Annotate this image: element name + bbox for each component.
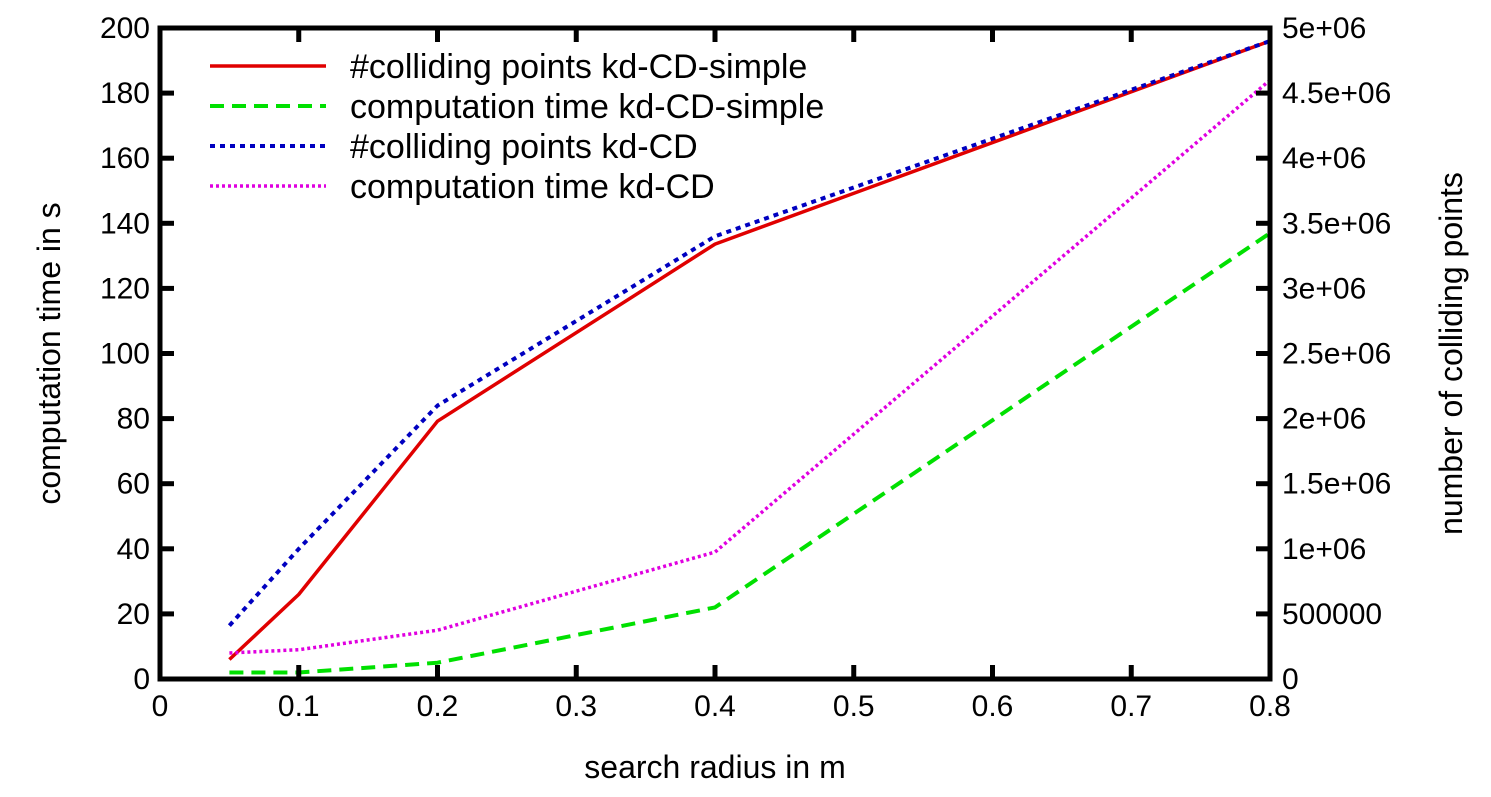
y-tick-label: 200 bbox=[100, 12, 150, 45]
x-tick-label: 0.3 bbox=[555, 690, 597, 723]
series-line-2 bbox=[229, 231, 1272, 675]
y-tick-label: 20 bbox=[117, 598, 150, 631]
series-line-3 bbox=[227, 39, 1271, 627]
y-tick-label: 60 bbox=[117, 468, 150, 501]
legend-label: computation time kd-CD bbox=[350, 168, 715, 206]
series-line-1 bbox=[228, 39, 1271, 661]
x-tick-label: 0.5 bbox=[833, 690, 875, 723]
x-tick-label: 0.4 bbox=[694, 690, 736, 723]
y2-tick-label: 1e+06 bbox=[1282, 533, 1366, 566]
x-tick-label: 0.7 bbox=[1110, 690, 1152, 723]
x-tick-label: 0.8 bbox=[1249, 690, 1291, 723]
legend-label: #colliding points kd-CD bbox=[350, 128, 698, 166]
legend-label: #colliding points kd-CD-simple bbox=[350, 48, 807, 86]
x-axis-label: search radius in m bbox=[584, 749, 845, 785]
y2-tick-label: 3.5e+06 bbox=[1282, 207, 1391, 240]
legend-label: computation time kd-CD-simple bbox=[350, 88, 824, 126]
x-tick-label: 0.6 bbox=[972, 690, 1014, 723]
y2-tick-label: 2.5e+06 bbox=[1282, 338, 1391, 371]
y2-tick-label: 0 bbox=[1282, 663, 1299, 696]
y2-tick-label: 5e+06 bbox=[1282, 12, 1366, 45]
y-tick-label: 40 bbox=[117, 533, 150, 566]
y-tick-label: 160 bbox=[100, 142, 150, 175]
legend: #colliding points kd-CD-simplecomputatio… bbox=[210, 48, 824, 206]
y-tick-label: 120 bbox=[100, 272, 150, 305]
x-tick-label: 0.1 bbox=[278, 690, 320, 723]
y2-tick-label: 3e+06 bbox=[1282, 272, 1366, 305]
y-tick-label: 0 bbox=[133, 663, 150, 696]
y2-axis-label: number of colliding points bbox=[1433, 172, 1469, 535]
x-tick-label: 0 bbox=[152, 690, 169, 723]
x-tick-label: 0.2 bbox=[417, 690, 459, 723]
y-tick-label: 180 bbox=[100, 77, 150, 110]
plot-frame bbox=[157, 25, 1273, 682]
series-layer bbox=[227, 39, 1272, 675]
y2-tick-label: 500000 bbox=[1282, 598, 1382, 631]
y-tick-label: 80 bbox=[117, 403, 150, 436]
y-tick-label: 140 bbox=[100, 207, 150, 240]
y-axis-label: computation time in s bbox=[31, 202, 67, 504]
y-tick-label: 100 bbox=[100, 338, 150, 371]
series-line-4 bbox=[229, 78, 1272, 655]
y2-tick-label: 2e+06 bbox=[1282, 403, 1366, 436]
labels-layer: 0 0.1 0.2 0.3 0.4 0.5 0.6 0.7 0.8020406080100120… bbox=[100, 12, 1391, 723]
y2-tick-label: 4.5e+06 bbox=[1282, 77, 1391, 110]
y2-tick-label: 1.5e+06 bbox=[1282, 468, 1391, 501]
y2-tick-label: 4e+06 bbox=[1282, 142, 1366, 175]
